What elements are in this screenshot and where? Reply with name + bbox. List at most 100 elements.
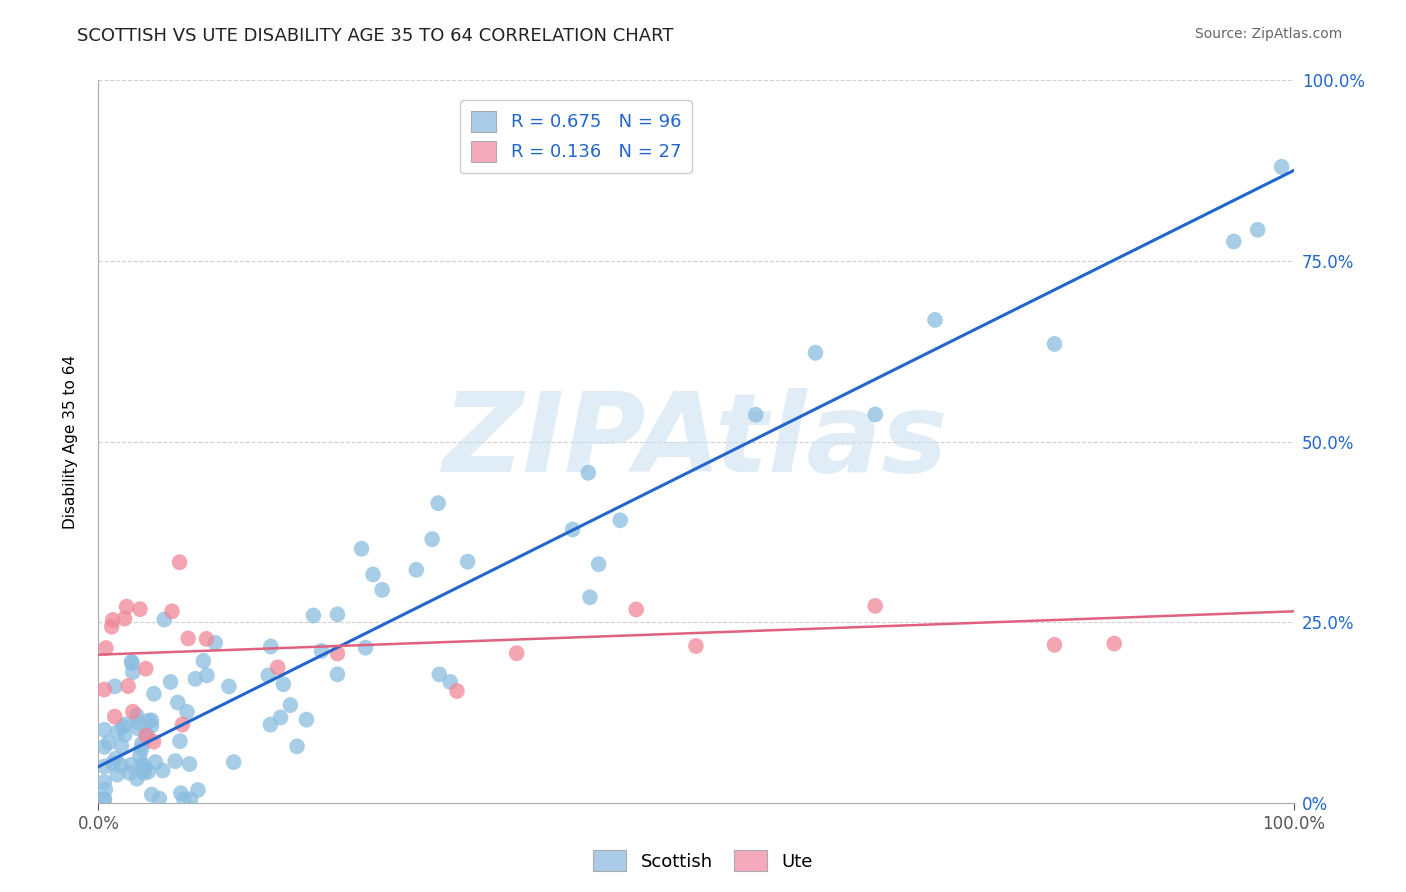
Ellipse shape [425,532,440,547]
Ellipse shape [118,716,134,732]
Ellipse shape [132,601,148,617]
Ellipse shape [97,791,112,807]
Ellipse shape [180,704,195,720]
Ellipse shape [122,764,138,780]
Ellipse shape [581,465,596,481]
Ellipse shape [176,791,191,807]
Ellipse shape [104,619,120,634]
Text: ZIPAtlas: ZIPAtlas [443,388,949,495]
Y-axis label: Disability Age 35 to 64: Disability Age 35 to 64 [63,354,77,529]
Ellipse shape [283,697,298,713]
Ellipse shape [1046,637,1063,653]
Ellipse shape [172,554,187,570]
Ellipse shape [628,601,644,617]
Ellipse shape [200,667,215,683]
Ellipse shape [263,639,278,655]
Ellipse shape [591,557,606,572]
Ellipse shape [136,762,152,778]
Ellipse shape [432,666,447,682]
Ellipse shape [260,667,276,683]
Ellipse shape [131,721,146,737]
Ellipse shape [129,714,146,731]
Ellipse shape [276,676,291,692]
Ellipse shape [163,674,179,690]
Ellipse shape [190,782,205,798]
Ellipse shape [143,787,159,803]
Ellipse shape [688,638,704,654]
Ellipse shape [138,759,153,774]
Ellipse shape [138,661,153,677]
Ellipse shape [270,659,285,675]
Ellipse shape [121,678,136,694]
Ellipse shape [101,735,117,750]
Legend: R = 0.675   N = 96, R = 0.136   N = 27: R = 0.675 N = 96, R = 0.136 N = 27 [460,100,692,172]
Ellipse shape [329,646,346,662]
Ellipse shape [374,582,389,598]
Ellipse shape [143,713,159,728]
Ellipse shape [208,635,224,651]
Ellipse shape [117,611,132,626]
Ellipse shape [314,643,329,659]
Ellipse shape [125,665,141,680]
Ellipse shape [409,562,425,578]
Ellipse shape [582,590,598,605]
Ellipse shape [143,718,159,734]
Ellipse shape [613,512,628,528]
Ellipse shape [110,766,125,782]
Ellipse shape [198,631,214,647]
Ellipse shape [748,407,763,423]
Ellipse shape [1250,222,1265,238]
Ellipse shape [927,312,943,328]
Ellipse shape [221,679,236,694]
Ellipse shape [263,716,278,732]
Ellipse shape [124,656,139,671]
Ellipse shape [97,739,112,755]
Ellipse shape [114,738,129,754]
Ellipse shape [1107,636,1122,651]
Ellipse shape [138,728,153,744]
Ellipse shape [125,704,141,720]
Ellipse shape [170,695,186,711]
Ellipse shape [273,709,288,725]
Ellipse shape [134,741,149,757]
Ellipse shape [329,666,346,682]
Ellipse shape [152,790,167,806]
Ellipse shape [180,631,195,647]
Ellipse shape [118,599,135,615]
Ellipse shape [108,751,124,766]
Ellipse shape [187,671,202,687]
Ellipse shape [115,719,131,735]
Ellipse shape [430,495,446,511]
Ellipse shape [167,753,183,769]
Ellipse shape [443,674,458,690]
Ellipse shape [107,679,122,694]
Ellipse shape [509,645,524,661]
Ellipse shape [132,747,148,764]
Ellipse shape [155,763,170,779]
Ellipse shape [173,785,188,801]
Ellipse shape [1226,234,1241,250]
Ellipse shape [195,653,211,669]
Ellipse shape [141,713,156,729]
Text: SCOTTISH VS UTE DISABILITY AGE 35 TO 64 CORRELATION CHART: SCOTTISH VS UTE DISABILITY AGE 35 TO 64 … [77,27,673,45]
Ellipse shape [298,712,314,728]
Ellipse shape [107,708,122,724]
Ellipse shape [305,607,321,624]
Ellipse shape [110,724,125,740]
Ellipse shape [97,781,112,797]
Ellipse shape [366,566,381,582]
Ellipse shape [105,756,121,772]
Ellipse shape [148,754,163,770]
Ellipse shape [357,640,373,656]
Ellipse shape [807,345,824,360]
Ellipse shape [181,756,197,772]
Ellipse shape [868,407,883,423]
Ellipse shape [136,765,152,780]
Legend: Scottish, Ute: Scottish, Ute [586,843,820,879]
Ellipse shape [139,727,155,742]
Ellipse shape [449,683,465,699]
Ellipse shape [460,554,475,570]
Ellipse shape [97,681,112,698]
Ellipse shape [146,686,162,702]
Ellipse shape [124,757,139,772]
